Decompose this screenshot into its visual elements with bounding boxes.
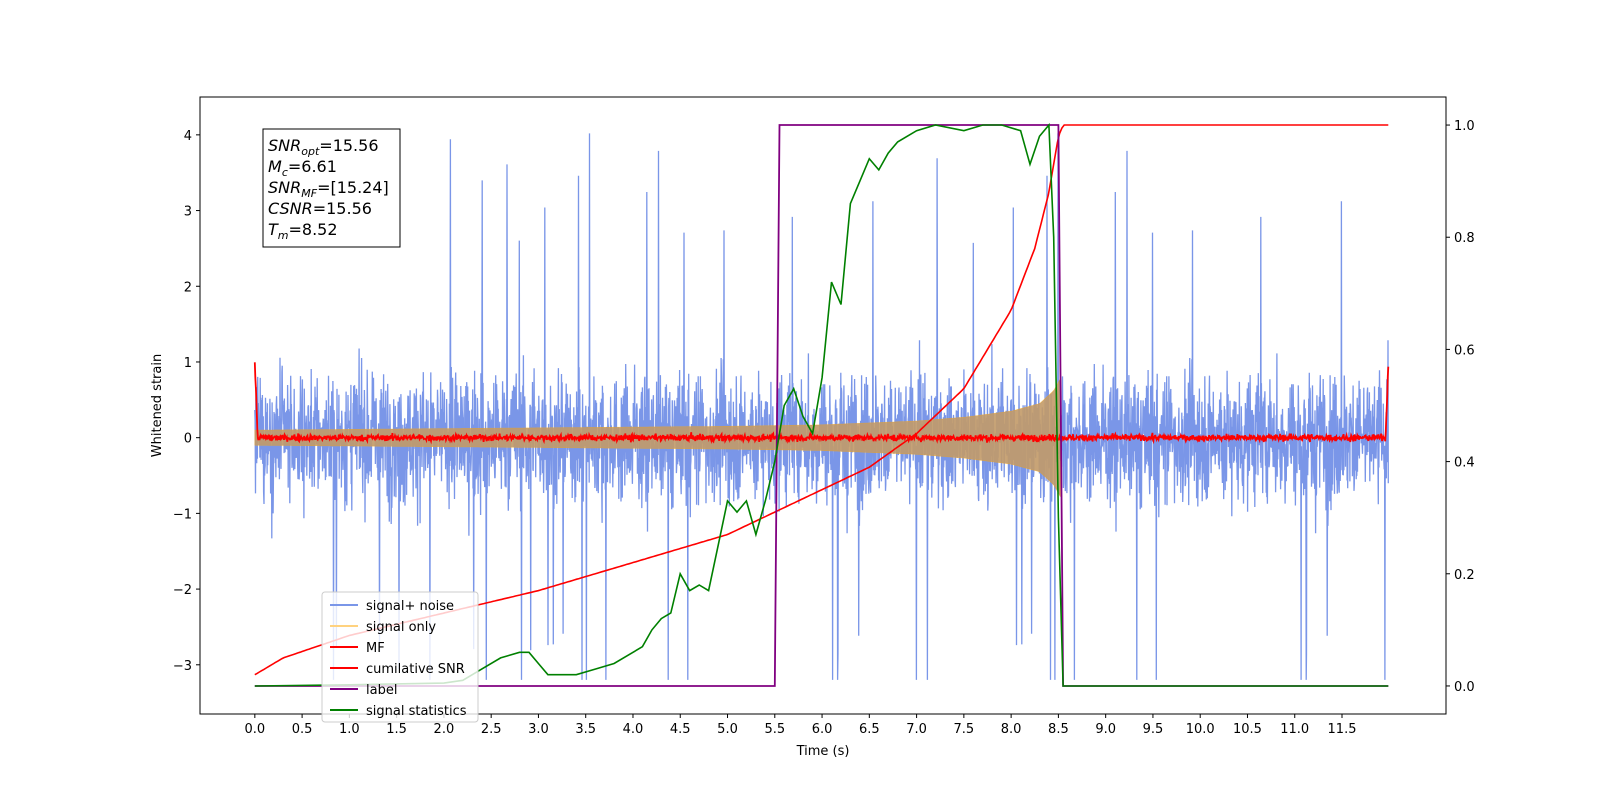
legend-label: signal statistics — [366, 704, 467, 719]
legend-item: cumilative SNR — [330, 662, 465, 677]
x-tick-label: 3.5 — [575, 722, 596, 737]
y-axis-label: Whitened strain — [150, 354, 165, 457]
legend-item: signal only — [330, 620, 436, 635]
y-tick-label: −1 — [173, 507, 192, 522]
x-tick-label: 4.0 — [623, 722, 644, 737]
series-mf — [253, 362, 1390, 445]
stats-line: SNRopt=15.56 — [268, 136, 379, 158]
x-tick-label: 8.0 — [1001, 722, 1022, 737]
y-right-tick-label: 1.0 — [1454, 119, 1475, 134]
x-tick-label: 10.5 — [1233, 722, 1262, 737]
y-right-tick-label: 0.4 — [1454, 456, 1475, 471]
x-tick-label: 7.0 — [906, 722, 927, 737]
x-tick-label: 8.5 — [1048, 722, 1069, 737]
series-signal-statistics — [254, 122, 1389, 687]
x-tick-label: 5.0 — [717, 722, 738, 737]
legend: signal+ noise signal only MF cumilative SNR… — [321, 591, 479, 723]
y-right-tick-label: 0.8 — [1454, 231, 1475, 246]
stats-annotation-box: SNRopt=15.56Mc=6.61SNRMF=[15.24]CSNR=15.… — [262, 128, 401, 248]
series-signal-plus-noise — [254, 133, 1389, 680]
y-tick-label: 3 — [184, 205, 192, 220]
stats-line: Tm=8.52 — [268, 220, 338, 242]
y-right-tick-label: 0.2 — [1454, 568, 1475, 583]
y-tick-label: 4 — [184, 129, 192, 144]
stats-line: CSNR=15.56 — [268, 199, 372, 218]
stats-line: Mc=6.61 — [268, 157, 337, 179]
stats-box-frame — [262, 128, 401, 248]
y-axis-right: 0.0 0.2 0.4 0.6 0.8 1.0 — [1446, 119, 1475, 695]
x-tick-label: 7.5 — [954, 722, 975, 737]
legend-label: signal only — [366, 620, 436, 635]
y-tick-label: −2 — [173, 583, 192, 598]
y-tick-label: 2 — [184, 280, 192, 295]
legend-item: signal statistics — [330, 704, 467, 719]
stats-line: SNRMF=[15.24] — [268, 178, 389, 200]
y-tick-label: −3 — [173, 659, 192, 674]
x-tick-label: 6.0 — [812, 722, 833, 737]
x-tick-label: 11.0 — [1280, 722, 1309, 737]
y-tick-label: 1 — [184, 356, 192, 371]
legend-item: signal+ noise — [330, 599, 454, 614]
x-tick-label: 11.5 — [1328, 722, 1357, 737]
x-tick-label: 1.5 — [386, 722, 407, 737]
legend-label: label — [366, 683, 397, 698]
plot-area — [253, 122, 1390, 687]
legend-frame — [321, 591, 479, 723]
x-axis: 0.0 0.5 1.0 1.5 2.0 2.5 3.0 3.5 4.0 4.5 5.0 5.5 6.0 6… — [244, 714, 1356, 737]
x-tick-label: 0.0 — [244, 722, 265, 737]
x-tick-label: 1.0 — [339, 722, 360, 737]
x-axis-label: Time (s) — [796, 744, 850, 759]
x-tick-label: 6.5 — [859, 722, 880, 737]
y-axis-left: −3 −2 −1 0 1 2 3 4 — [173, 129, 200, 674]
axes-frame — [199, 96, 1447, 715]
x-tick-label: 5.5 — [764, 722, 785, 737]
legend-label: signal+ noise — [366, 599, 454, 614]
y-right-tick-label: 0.0 — [1454, 680, 1475, 695]
y-right-tick-label: 0.6 — [1454, 343, 1475, 358]
x-tick-label: 2.0 — [434, 722, 455, 737]
legend-item: label — [330, 683, 397, 698]
legend-label: cumilative SNR — [366, 662, 465, 677]
y-tick-label: 0 — [184, 432, 192, 447]
x-tick-label: 4.5 — [670, 722, 691, 737]
legend-label: MF — [366, 641, 385, 656]
x-tick-label: 9.0 — [1095, 722, 1116, 737]
x-tick-label: 10.0 — [1186, 722, 1215, 737]
x-tick-label: 0.5 — [292, 722, 313, 737]
x-tick-label: 9.5 — [1143, 722, 1164, 737]
x-tick-label: 3.0 — [528, 722, 549, 737]
x-tick-label: 2.5 — [481, 722, 502, 737]
legend-item: MF — [330, 641, 385, 656]
